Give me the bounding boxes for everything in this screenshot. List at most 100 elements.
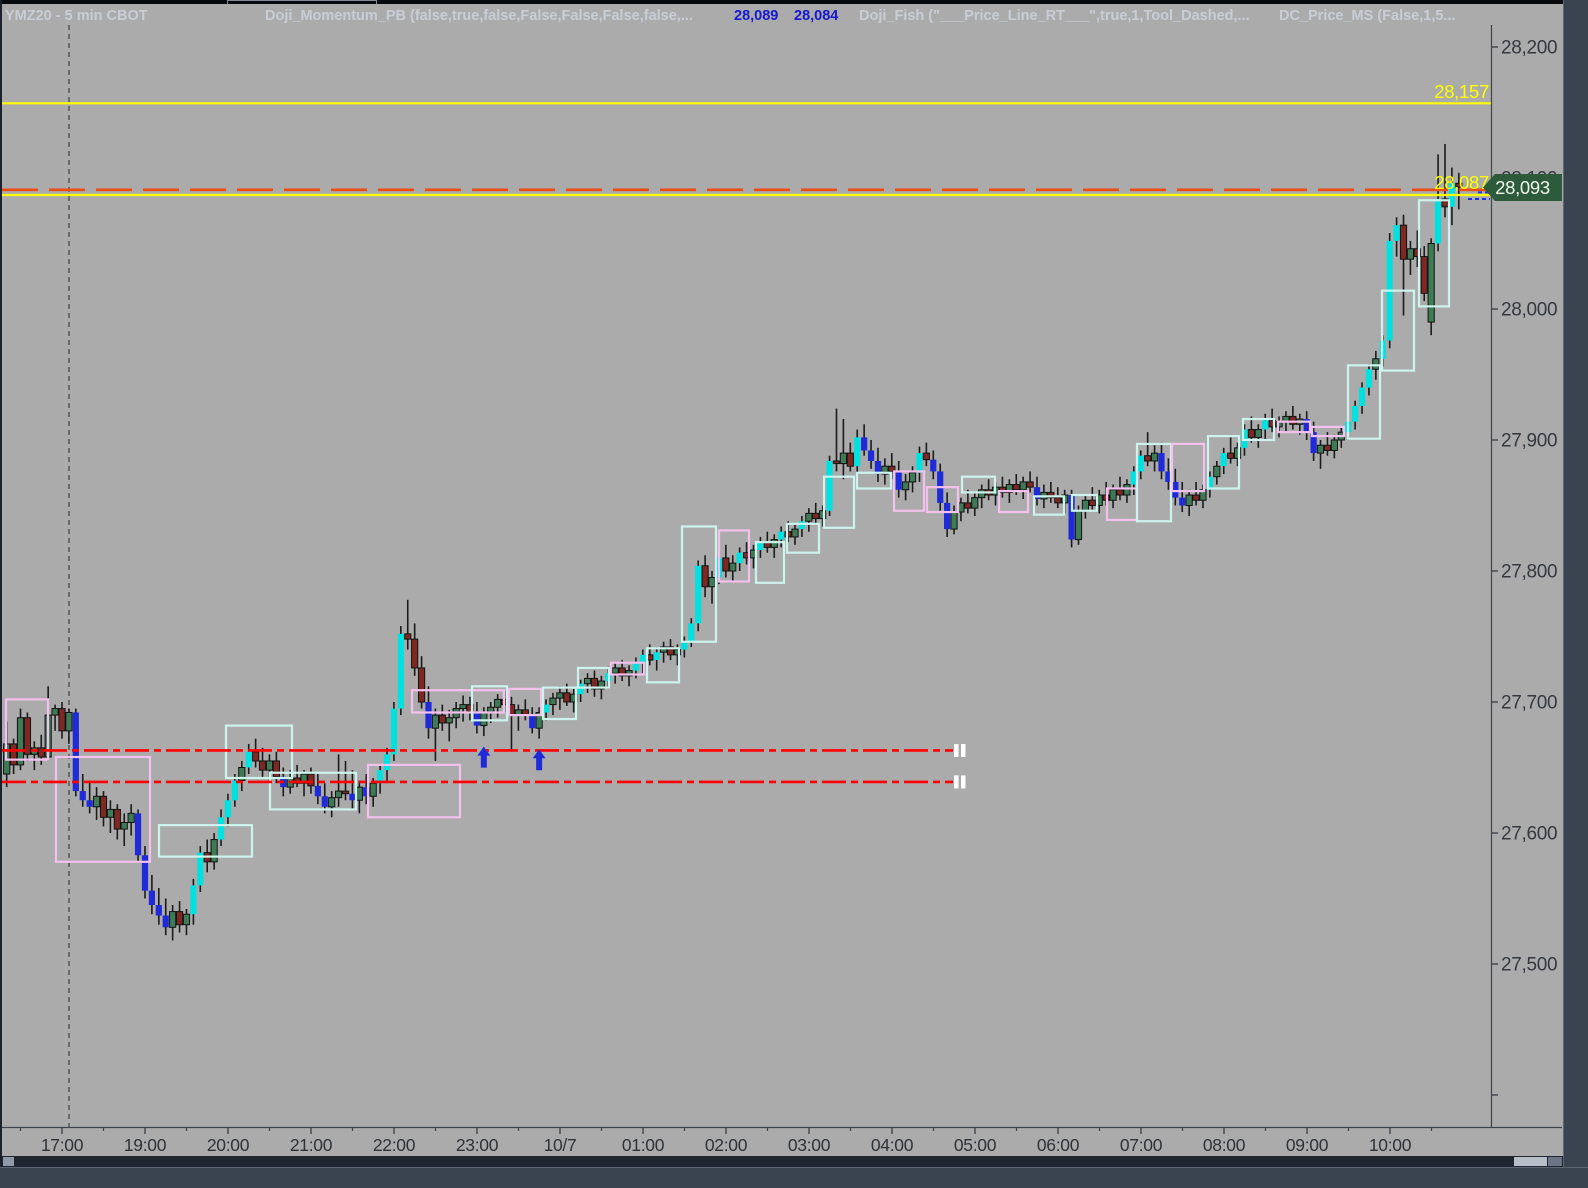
doji-pattern-box (1276, 420, 1312, 434)
candle-body (1323, 444, 1332, 451)
candle-body (964, 502, 972, 509)
doji-pattern-box (1032, 495, 1066, 516)
window-left-border (0, 0, 2, 1188)
candle-body (1109, 489, 1117, 501)
candle-body (99, 795, 108, 818)
candle-body (1179, 497, 1186, 506)
candle-body (639, 654, 646, 663)
indicator-value-1: 28,089 (734, 8, 779, 24)
time-axis-label: 02:00 (705, 1135, 748, 1155)
time-axis-label: 10:00 (1369, 1135, 1412, 1155)
candle-body (1074, 510, 1083, 541)
candle-body (1303, 419, 1310, 433)
candle-body (867, 450, 875, 461)
doji-pattern-box (1380, 289, 1416, 372)
candle-body (134, 813, 142, 856)
indicator-dcprice-label: DC_Price_MS (False,1,5... (1279, 8, 1456, 24)
candle-body (397, 633, 404, 709)
candle-body (1213, 465, 1221, 478)
doji-pattern-box (1070, 493, 1099, 512)
candle-body (944, 502, 951, 530)
price-axis-label: 27,700 (1501, 693, 1557, 714)
doji-pattern-box (541, 686, 578, 721)
scrollbar-thumb[interactable] (1514, 1157, 1547, 1166)
candle-body (535, 711, 543, 729)
candle-body (556, 692, 564, 699)
candle-body (65, 711, 73, 732)
candle-body (846, 452, 854, 467)
candle-body (162, 915, 169, 928)
time-axis-label: 05:00 (954, 1135, 997, 1155)
candle-body (1316, 444, 1325, 454)
time-axis-label: 20:00 (207, 1135, 250, 1155)
candle-body (238, 767, 246, 782)
candle-body (1372, 358, 1380, 370)
candle-body (998, 486, 1007, 493)
candle-body (673, 649, 682, 656)
doji-pattern-box (609, 661, 646, 676)
trendline-handle[interactable] (954, 775, 959, 789)
candle-body (258, 760, 267, 771)
candle-body (1116, 489, 1124, 496)
candle-body (1330, 439, 1338, 451)
candle-body (9, 743, 18, 766)
doji-pattern-box (576, 666, 611, 689)
candle-body (175, 911, 184, 926)
candle-body (355, 786, 363, 801)
candle-body (660, 646, 668, 653)
candle-body (812, 512, 820, 520)
candle-body (51, 708, 59, 716)
price-axis-label: 27,600 (1501, 824, 1557, 845)
candle-body (978, 489, 986, 499)
candle-body (335, 790, 343, 799)
doji-pattern-box (960, 475, 997, 494)
horizontal-scrollbar[interactable] (2, 1156, 1563, 1167)
candle-body (425, 702, 432, 729)
candle-body (729, 562, 737, 572)
price-axis-label: 27,500 (1501, 955, 1557, 976)
candle-body (16, 717, 25, 766)
time-axis-label: 17:00 (41, 1135, 84, 1155)
chart-header: YMZ20 - 5 min CBOT Doji_Momentum_PB (fal… (2, 5, 1563, 26)
scrollbar-right-button[interactable] (1548, 1157, 1562, 1166)
doji-pattern-box (268, 771, 358, 811)
candle-body (736, 552, 743, 564)
trendline-handle[interactable] (954, 743, 959, 757)
candle-body (529, 715, 536, 729)
trendline-handle[interactable] (961, 743, 966, 757)
trendline-handle[interactable] (961, 775, 966, 789)
candle-body (72, 712, 79, 792)
candle-body (839, 452, 847, 465)
doji-pattern-box (645, 647, 681, 684)
candle-body (363, 787, 370, 797)
candle-body (826, 460, 833, 511)
time-axis-label: 09:00 (1286, 1135, 1329, 1155)
candle-body (854, 437, 861, 467)
candle-body (888, 465, 896, 472)
price-axis-label: 27,900 (1501, 431, 1557, 452)
candle-body (37, 747, 45, 758)
candle-body (861, 437, 868, 451)
candle-body (722, 557, 730, 572)
scrollbar-left-button[interactable] (3, 1157, 14, 1166)
candle-body (1088, 499, 1096, 507)
candle-body (832, 460, 841, 465)
candle-body (1047, 491, 1055, 499)
candle-body (805, 512, 813, 522)
candle-body (92, 795, 101, 808)
candle-body (881, 465, 889, 475)
candle-body (666, 646, 675, 656)
buy-signal-arrow-icon (477, 746, 491, 768)
buy-signal-arrow-icon (532, 749, 546, 771)
candle-body (1123, 484, 1131, 496)
candle-body (971, 497, 979, 509)
candle-body (577, 683, 584, 695)
candle-body (58, 708, 66, 732)
candle-body (1399, 224, 1408, 260)
candle-body (1165, 471, 1172, 482)
window-bottom-border (0, 1167, 1588, 1188)
candle-body (770, 539, 778, 548)
price-axis-label: 27,800 (1501, 562, 1557, 583)
candle-body (245, 751, 252, 768)
